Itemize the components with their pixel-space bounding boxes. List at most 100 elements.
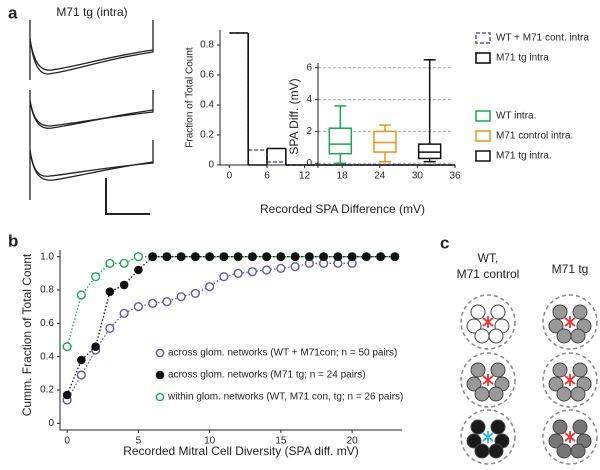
point: [176, 292, 186, 302]
x-tick-label: 0: [227, 171, 233, 182]
legend-swatch: [475, 32, 491, 44]
legend-label: WT intra.: [496, 111, 536, 122]
point: [119, 280, 129, 290]
x-tick-label: 24: [374, 171, 386, 182]
legend-marker: [155, 370, 165, 380]
box: [417, 143, 442, 160]
legend-label: M71 control intra.: [496, 131, 573, 142]
trace: [29, 90, 154, 140]
network-outline: [460, 409, 516, 465]
cell: [466, 376, 482, 392]
point: [376, 252, 385, 261]
cell: [570, 328, 586, 344]
y-tick-label: 0: [48, 418, 54, 429]
point: [247, 267, 257, 277]
series-line: [66, 256, 395, 347]
cell: [466, 433, 482, 449]
point: [91, 272, 101, 282]
y-tick-label: 0.4: [40, 351, 54, 362]
point: [76, 370, 86, 380]
point: [91, 342, 100, 351]
point: [319, 252, 328, 261]
point: [219, 252, 229, 261]
point: [205, 252, 214, 261]
network-outline: [460, 352, 516, 408]
y-tick-label: 4: [306, 94, 312, 105]
x-tick-label: 10: [204, 436, 216, 447]
cell: [548, 318, 564, 334]
legend-label: M71 tg intra: [496, 53, 549, 64]
cell: [552, 304, 568, 320]
diagram: WT, M71 control M71 tg: [457, 251, 598, 465]
x-tick-label: 15: [275, 436, 287, 447]
legend-label: across glom. networks (WT + M71con; n = …: [168, 348, 397, 359]
legend-swatch: [475, 150, 491, 162]
legend-label: M71 tg intra.: [496, 151, 552, 162]
point: [248, 252, 257, 261]
x-tick-label: 36: [449, 171, 461, 182]
legend-swatch: [475, 130, 491, 142]
panel-label: b: [8, 231, 18, 250]
network-outline: [460, 294, 516, 350]
cell: [488, 328, 504, 344]
x-tick-label: 12: [299, 171, 311, 182]
point: [347, 252, 357, 261]
x-axis-label: Recorded SPA Difference (mV): [260, 202, 425, 216]
column-title: WT,: [478, 251, 499, 265]
cell: [572, 304, 588, 320]
point: [290, 252, 300, 261]
cell: [570, 386, 586, 402]
y-tick-label: 0: [208, 160, 214, 171]
trace: [29, 140, 154, 200]
cell: [474, 328, 490, 344]
x-tick-label: 0: [64, 436, 70, 447]
point: [219, 272, 229, 282]
cell: [490, 304, 506, 320]
legend-marker: [155, 392, 165, 402]
point: [305, 252, 314, 261]
network-outline: [542, 352, 598, 408]
y-tick-label: 0.2: [200, 130, 214, 141]
panel-label: c: [440, 233, 449, 252]
cell: [470, 304, 486, 320]
point: [390, 252, 400, 261]
cell: [572, 419, 588, 435]
y-axis-label: Fraction of Total Count: [185, 47, 196, 148]
axes: [59, 250, 402, 431]
point: [233, 252, 243, 261]
box: [328, 127, 353, 155]
legend-label: across glom. networks (M71 tg; n = 24 pa…: [168, 370, 366, 381]
point: [119, 258, 129, 268]
column-title: M71 tg: [552, 262, 589, 276]
x-tick-label: 18: [337, 171, 349, 182]
point: [119, 308, 129, 318]
cell: [488, 443, 504, 459]
cell: [470, 362, 486, 378]
point: [62, 342, 72, 352]
point: [162, 252, 172, 261]
point: [77, 355, 86, 365]
point: [105, 258, 115, 268]
point: [133, 252, 143, 262]
point: [134, 265, 143, 275]
point: [233, 268, 243, 278]
column-title: M71 control: [457, 267, 520, 281]
cell: [466, 318, 482, 334]
connection: [482, 316, 494, 328]
y-axis-label: Cumm. Fraction of Total Count: [20, 253, 34, 416]
network-outline: [542, 294, 598, 350]
y-tick-label: 0: [306, 158, 312, 169]
connection: [482, 374, 494, 386]
point: [133, 302, 143, 312]
y-tick-label: 6: [306, 62, 312, 73]
point: [362, 252, 371, 261]
point: [262, 265, 272, 275]
point: [162, 297, 172, 307]
cell: [552, 362, 568, 378]
network-outline: [542, 409, 598, 465]
trace: [29, 151, 154, 181]
y-tick-label: 0.4: [200, 100, 214, 111]
y-axis-label: SPA Diff. (mV): [287, 78, 301, 154]
y-tick-label: 1.0: [40, 251, 54, 262]
legend-marker: [155, 348, 165, 358]
